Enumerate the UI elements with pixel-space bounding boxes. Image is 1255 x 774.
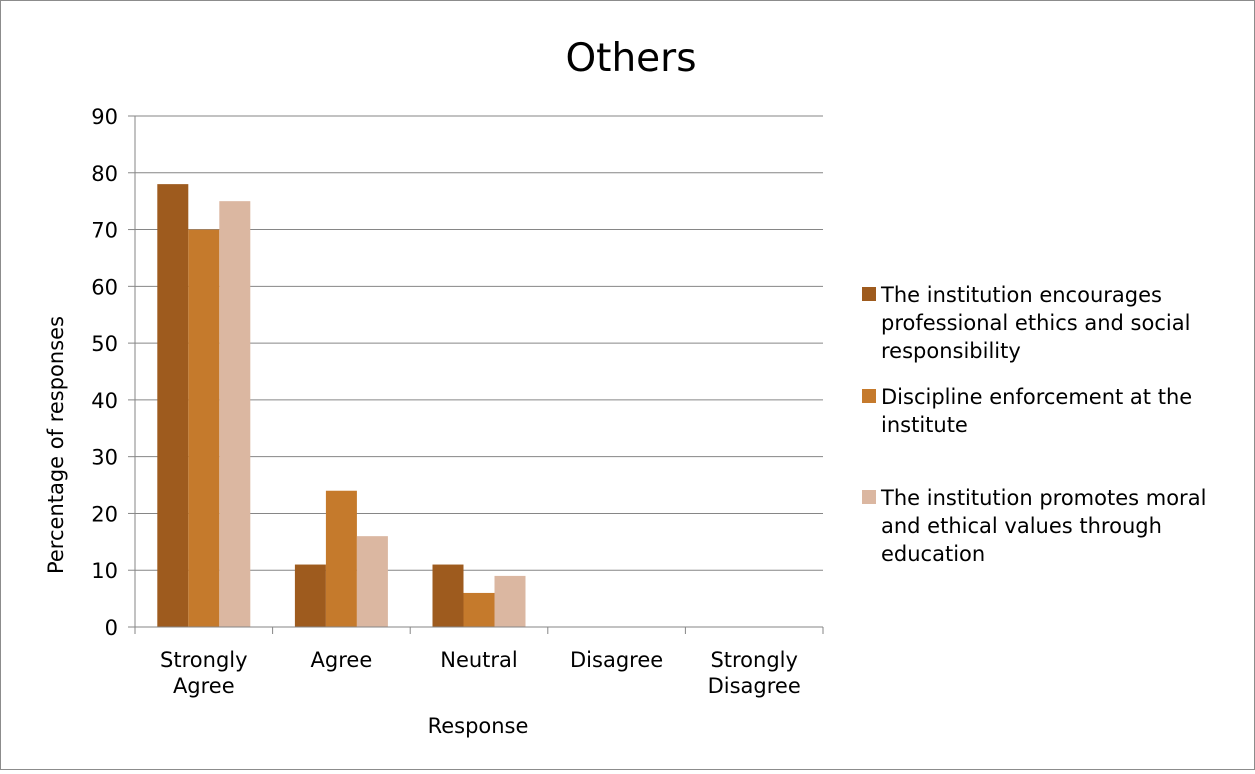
bar	[432, 564, 464, 627]
y-tick-label: 0	[105, 616, 118, 640]
bar	[463, 592, 495, 627]
y-tick-label: 30	[91, 446, 118, 470]
legend-swatch	[862, 490, 876, 504]
x-tick-label: Strongly Disagree	[708, 648, 801, 698]
x-tick-label: Disagree	[570, 648, 663, 672]
bar	[494, 575, 526, 627]
legend-swatch	[862, 287, 876, 301]
y-tick-label: 20	[91, 502, 118, 526]
x-tick-label: Agree	[311, 648, 373, 672]
bar	[219, 201, 251, 627]
bar	[294, 564, 326, 627]
legend-swatch	[862, 389, 876, 403]
bar	[157, 184, 189, 627]
y-tick-label: 60	[91, 275, 118, 299]
x-axis-label: Response	[428, 714, 529, 738]
y-tick-label: 90	[91, 105, 118, 129]
legend-label: Discipline enforcement at the institute	[881, 385, 1192, 437]
y-tick-label: 40	[91, 389, 118, 413]
bar	[325, 490, 357, 627]
y-axis-ticks: 0 10 20 30 40 50 60 70 80 90	[91, 105, 135, 640]
bar	[356, 536, 388, 627]
y-tick-label: 80	[91, 162, 118, 186]
legend-label: The institution promotes moral and ethica…	[880, 486, 1206, 566]
x-tick-label: Neutral	[440, 648, 518, 672]
x-tick-label: Strongly Agree	[160, 648, 248, 698]
legend: The institution encourages professional e…	[862, 283, 1206, 566]
chart-title: Others	[565, 36, 696, 81]
y-tick-label: 50	[91, 332, 118, 356]
bars	[157, 184, 526, 628]
legend-label: The institution encourages professional e…	[880, 283, 1190, 363]
y-tick-label: 10	[91, 559, 118, 583]
x-axis-ticks: Strongly Agree Agree Neutral Disagree Strongl…	[134, 627, 824, 698]
y-axis-label: Percentage of responses	[44, 316, 68, 574]
bar	[188, 229, 220, 628]
y-tick-label: 70	[91, 219, 118, 243]
